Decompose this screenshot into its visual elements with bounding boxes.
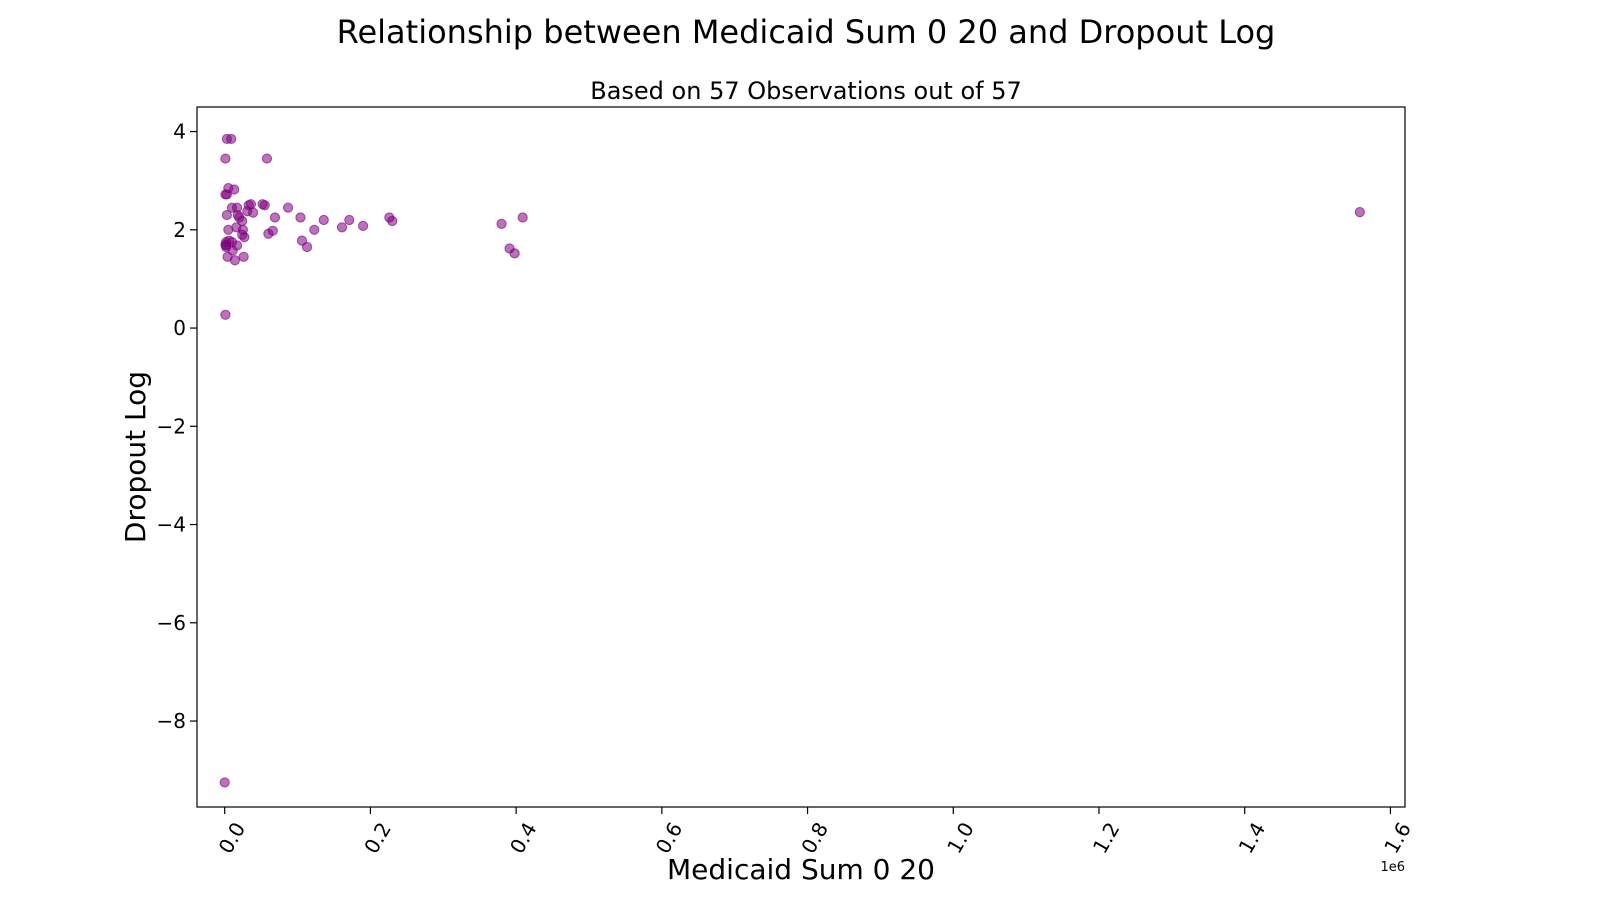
data-point	[282, 202, 294, 213]
data-point	[309, 224, 320, 235]
data-point	[295, 212, 306, 223]
data-point	[219, 777, 230, 788]
data-point	[221, 209, 232, 221]
y-tick-label: −2	[157, 414, 186, 438]
data-point	[238, 251, 249, 262]
data-point	[301, 241, 313, 253]
data-point	[226, 133, 237, 145]
x-axis: 0.0 0.2 0.4 0.6 0.8 1.0 1.2 1.4 1.6	[213, 807, 1416, 858]
data-point	[221, 241, 232, 253]
x-tick-label: 0.6	[651, 818, 688, 858]
data-point	[358, 220, 369, 231]
y-tick-label: −4	[157, 513, 186, 537]
data-point	[517, 212, 528, 223]
data-point	[261, 153, 273, 164]
data-point	[496, 218, 507, 230]
x-tick-label: 0.8	[796, 818, 833, 858]
data-point	[267, 225, 278, 236]
y-tick-label: −8	[157, 709, 186, 733]
data-point	[248, 207, 259, 218]
data-point	[509, 248, 520, 259]
plot-frame	[196, 106, 1406, 808]
x-tick-label: 1.0	[942, 818, 979, 858]
data-point	[387, 215, 398, 227]
x-tick-label: 0.4	[505, 818, 542, 858]
x-tick-label: 0.2	[359, 818, 396, 858]
data-point	[220, 153, 231, 164]
data-point	[318, 214, 329, 226]
data-point	[229, 184, 240, 195]
data-point	[229, 255, 240, 266]
y-tick-label: 4	[173, 120, 186, 144]
y-tick-label: 0	[173, 316, 186, 340]
data-point	[336, 222, 348, 233]
x-tick-label: 1.4	[1234, 818, 1271, 858]
data-point	[1354, 207, 1365, 218]
y-tick-label: −6	[157, 611, 186, 635]
chart-subtitle: Based on 57 Observations out of 57	[590, 77, 1022, 105]
data-point	[239, 232, 250, 243]
data-point	[259, 200, 270, 211]
data-point	[269, 212, 281, 223]
chart-title: Relationship between Medicaid Sum 0 20 a…	[337, 13, 1276, 51]
x-axis-scale-label: 1e6	[1380, 860, 1405, 875]
scatter-points	[219, 133, 1365, 788]
x-tick-label: 1.2	[1088, 818, 1125, 858]
x-axis-label: Medicaid Sum 0 20	[667, 853, 935, 886]
data-point	[220, 309, 231, 320]
x-tick-label: 1.6	[1379, 818, 1416, 858]
data-point	[223, 224, 234, 235]
y-axis-label: Dropout Log	[119, 371, 152, 543]
data-point	[344, 214, 355, 226]
y-tick-label: 2	[173, 218, 186, 242]
data-point	[231, 240, 243, 251]
y-axis: 4 2 0 −2 −4 −6 −8	[157, 120, 197, 733]
x-tick-label: 0.0	[213, 818, 250, 858]
